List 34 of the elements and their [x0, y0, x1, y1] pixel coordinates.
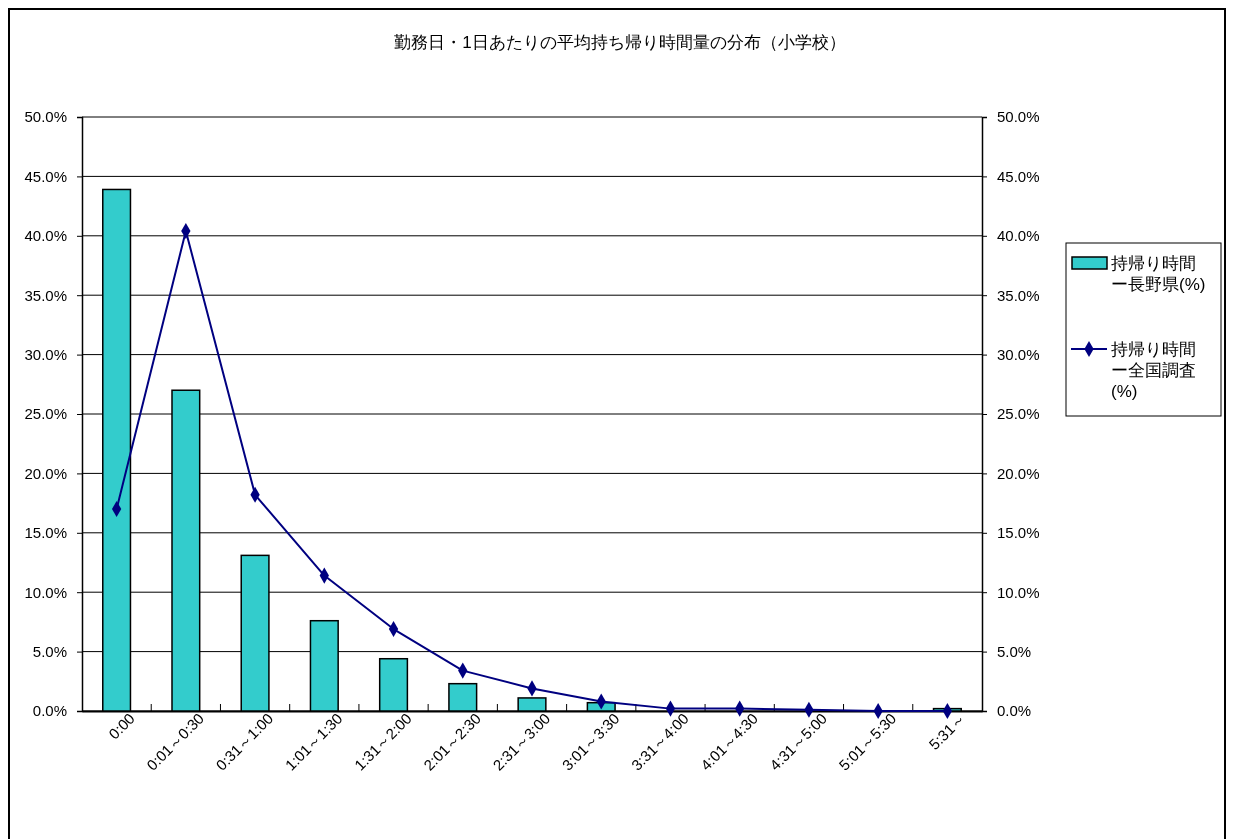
y2-tick-label: 10.0% — [997, 583, 1040, 601]
chart-title: 勤務日・1日あたりの平均持ち帰り時間量の分布（小学校） — [394, 32, 846, 52]
y2-tick-label: 40.0% — [997, 227, 1040, 245]
y2-tick-label: 20.0% — [997, 464, 1040, 482]
y2-tick-label: 5.0% — [997, 642, 1032, 660]
x-tick-label: 4:31～5:00 — [766, 709, 831, 774]
y-tick-label: 5.0% — [32, 642, 67, 660]
y-tick-label: 35.0% — [24, 286, 67, 304]
x-tick-label: 5:01～5:30 — [835, 709, 900, 774]
y2-tick-label: 35.0% — [997, 286, 1040, 304]
y-tick-label: 50.0% — [24, 108, 67, 126]
y-tick-label: 30.0% — [24, 345, 67, 363]
x-tick-label: 0:00 — [105, 709, 138, 743]
y-tick-label: 20.0% — [24, 464, 67, 482]
y2-tick-label: 25.0% — [997, 405, 1040, 423]
y2-tick-label: 0.0% — [997, 702, 1032, 720]
y-tick-label: 10.0% — [24, 583, 67, 601]
y2-tick-label: 30.0% — [997, 345, 1040, 363]
y2-tick-label: 50.0% — [997, 108, 1040, 126]
x-tick-label: 5:31～ — [925, 709, 969, 753]
y2-tick-label: 15.0% — [997, 524, 1040, 542]
x-tick-label: 3:01～3:30 — [558, 709, 623, 774]
y-tick-label: 45.0% — [24, 167, 67, 185]
y-tick-label: 40.0% — [24, 227, 67, 245]
x-tick-label: 2:31～3:00 — [489, 709, 554, 774]
x-tick-label: 0:01～0:30 — [143, 709, 208, 774]
x-tick-label: 3:31～4:00 — [627, 709, 692, 774]
legend-label: 持帰り時間ー長野県(%) — [1111, 253, 1206, 294]
y-tick-label: 15.0% — [24, 524, 67, 542]
x-tick-label: 4:01～4:30 — [696, 709, 761, 774]
y2-tick-label: 45.0% — [997, 167, 1040, 185]
legend-label: 持帰り時間ー全国調査(%) — [1111, 339, 1196, 401]
y-tick-label: 25.0% — [24, 405, 67, 423]
y-tick-label: 0.0% — [32, 702, 67, 720]
